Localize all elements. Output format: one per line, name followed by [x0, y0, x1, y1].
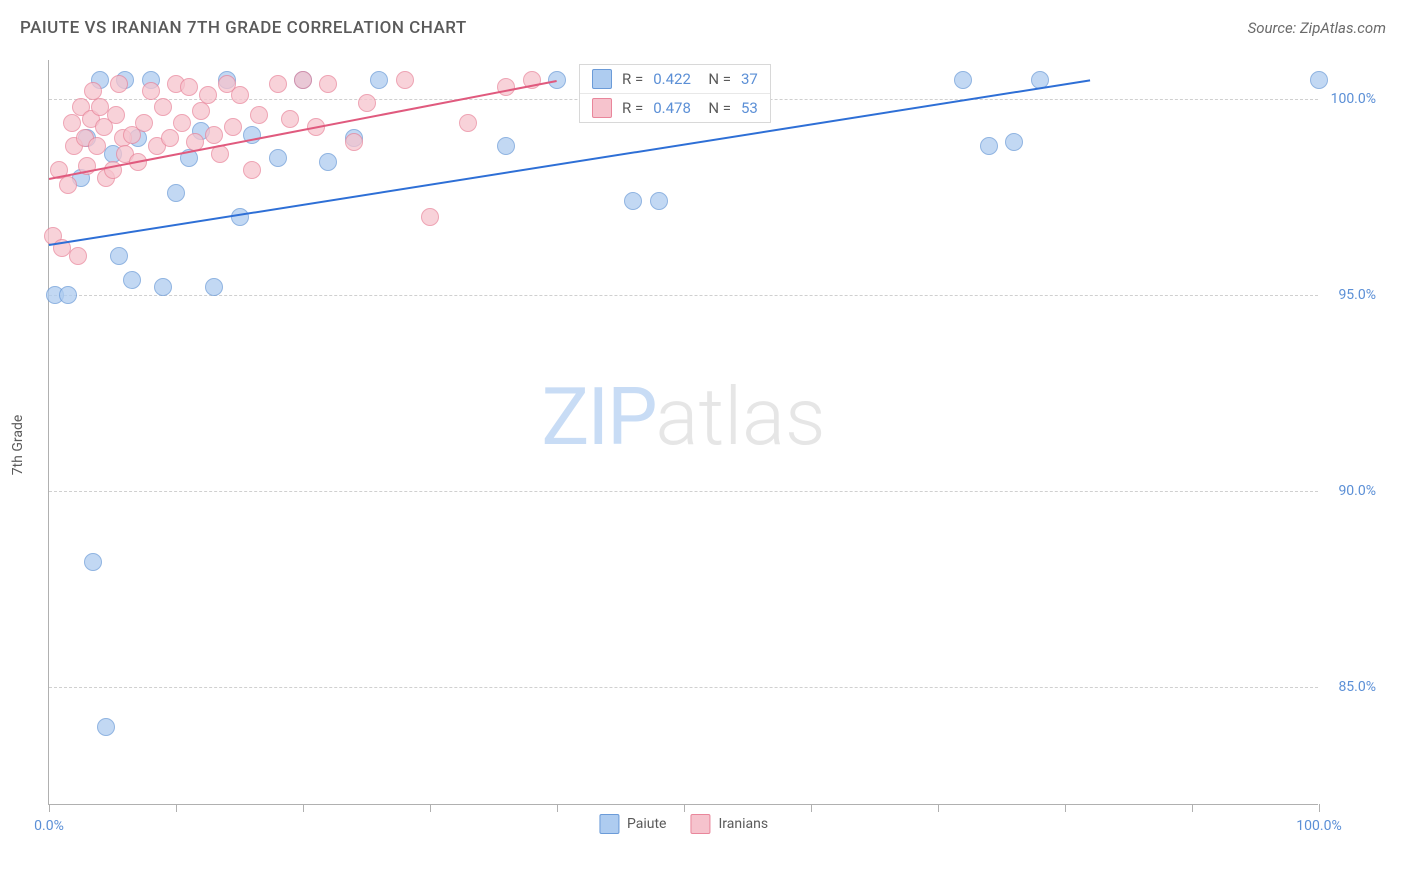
data-point — [396, 71, 414, 89]
data-point — [205, 278, 223, 296]
x-tick — [684, 804, 685, 812]
data-point — [63, 114, 81, 132]
data-point — [224, 118, 242, 136]
y-tick-label: 85.0% — [1338, 679, 1376, 695]
gridline-h — [49, 295, 1318, 296]
x-tick — [938, 804, 939, 812]
gridline-h — [49, 687, 1318, 688]
data-point — [107, 106, 125, 124]
data-point — [59, 286, 77, 304]
data-point — [110, 75, 128, 93]
chart-source: Source: ZipAtlas.com — [1248, 19, 1386, 37]
data-point — [345, 133, 363, 151]
plot-container: 7th Grade ZIPatlas 85.0%90.0%95.0%100.0%… — [48, 60, 1378, 830]
data-point — [269, 75, 287, 93]
data-point — [154, 98, 172, 116]
data-point — [97, 718, 115, 736]
series-legend-item: Iranians — [690, 814, 768, 834]
data-point — [59, 176, 77, 194]
x-tick — [1319, 804, 1320, 812]
x-tick — [430, 804, 431, 812]
data-point — [91, 98, 109, 116]
data-point — [243, 161, 261, 179]
series-legend: Paiute Iranians — [599, 814, 768, 834]
data-point — [358, 94, 376, 112]
legend-n-label: N = — [701, 99, 731, 117]
y-tick-label: 100.0% — [1331, 91, 1376, 107]
watermark: ZIPatlas — [541, 370, 825, 464]
legend-swatch — [599, 814, 619, 834]
x-tick — [1192, 804, 1193, 812]
data-point — [497, 137, 515, 155]
data-point — [421, 208, 439, 226]
gridline-h — [49, 491, 1318, 492]
data-point — [281, 110, 299, 128]
data-point — [167, 184, 185, 202]
data-point — [624, 192, 642, 210]
x-tick — [1065, 804, 1066, 812]
series-name: Iranians — [718, 816, 768, 832]
data-point — [161, 129, 179, 147]
legend-swatch — [690, 814, 710, 834]
data-point — [1005, 133, 1023, 151]
data-point — [370, 71, 388, 89]
data-point — [954, 71, 972, 89]
data-point — [319, 75, 337, 93]
x-tick-label: 0.0% — [34, 818, 64, 834]
y-axis-label: 7th Grade — [10, 415, 26, 476]
legend-swatch — [592, 69, 612, 89]
watermark-atlas: atlas — [656, 370, 826, 464]
data-point — [1310, 71, 1328, 89]
x-tick — [811, 804, 812, 812]
chart-title: PAIUTE VS IRANIAN 7TH GRADE CORRELATION … — [20, 18, 467, 38]
x-tick-label: 100.0% — [1296, 818, 1341, 834]
watermark-zip: ZIP — [541, 370, 655, 464]
data-point — [84, 553, 102, 571]
stats-legend-row: R = 0.422 N = 37 — [580, 65, 770, 94]
x-tick — [303, 804, 304, 812]
legend-r-value: 0.422 — [653, 70, 691, 88]
data-point — [110, 247, 128, 265]
data-point — [173, 114, 191, 132]
data-point — [123, 271, 141, 289]
stats-legend-row: R = 0.478 N = 53 — [580, 94, 770, 122]
legend-r-label: R = — [622, 70, 643, 88]
legend-r-value: 0.478 — [653, 99, 691, 117]
data-point — [319, 153, 337, 171]
y-tick-label: 90.0% — [1338, 483, 1376, 499]
data-point — [88, 137, 106, 155]
data-point — [269, 149, 287, 167]
data-point — [180, 78, 198, 96]
y-tick-label: 95.0% — [1338, 287, 1376, 303]
data-point — [250, 106, 268, 124]
plot-area: ZIPatlas 85.0%90.0%95.0%100.0%0.0%100.0%… — [48, 60, 1318, 805]
series-legend-item: Paiute — [599, 814, 667, 834]
data-point — [980, 137, 998, 155]
data-point — [142, 82, 160, 100]
data-point — [69, 247, 87, 265]
data-point — [459, 114, 477, 132]
legend-swatch — [592, 98, 612, 118]
data-point — [231, 86, 249, 104]
data-point — [650, 192, 668, 210]
legend-n-value: 37 — [741, 70, 758, 88]
x-tick — [176, 804, 177, 812]
data-point — [192, 102, 210, 120]
data-point — [135, 114, 153, 132]
legend-n-value: 53 — [741, 99, 758, 117]
legend-n-label: N = — [701, 70, 731, 88]
data-point — [548, 71, 566, 89]
data-point — [205, 126, 223, 144]
x-tick — [557, 804, 558, 812]
series-name: Paiute — [627, 816, 667, 832]
stats-legend: R = 0.422 N = 37R = 0.478 N = 53 — [579, 64, 771, 123]
x-tick — [49, 804, 50, 812]
chart-header: PAIUTE VS IRANIAN 7TH GRADE CORRELATION … — [0, 0, 1406, 52]
data-point — [154, 278, 172, 296]
data-point — [294, 71, 312, 89]
data-point — [199, 86, 217, 104]
legend-r-label: R = — [622, 99, 643, 117]
